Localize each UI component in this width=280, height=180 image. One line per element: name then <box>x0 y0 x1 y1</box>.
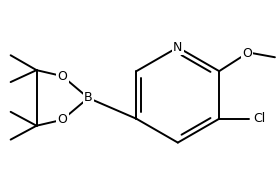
Text: N: N <box>173 41 183 54</box>
Text: O: O <box>57 113 67 126</box>
Text: O: O <box>57 70 67 83</box>
Text: Cl: Cl <box>253 112 265 125</box>
Text: O: O <box>242 47 252 60</box>
Text: B: B <box>84 91 93 104</box>
